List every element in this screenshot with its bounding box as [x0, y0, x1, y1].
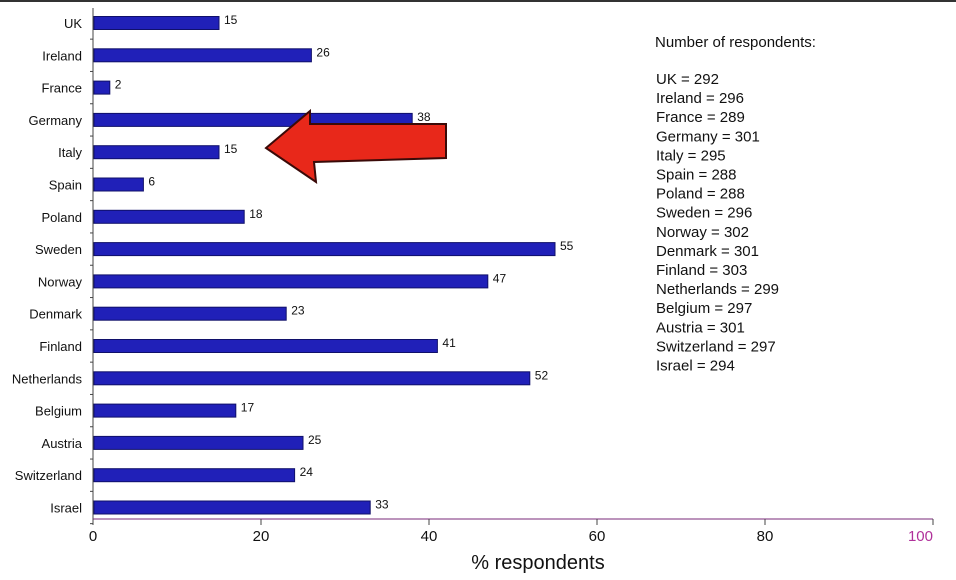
note-title: Number of respondents: [655, 34, 816, 51]
note-line: Switzerland = 297 [656, 338, 776, 355]
value-label: 26 [316, 45, 330, 59]
value-label: 24 [300, 465, 314, 479]
note-line: Netherlands = 299 [656, 281, 779, 298]
note-line: UK = 292 [656, 71, 719, 88]
category-label: Finland [39, 339, 82, 354]
value-label: 17 [241, 401, 255, 415]
x-tick-label: 100 [908, 528, 933, 545]
category-label: France [42, 81, 82, 96]
category-label: Austria [42, 436, 83, 451]
x-tick-label: 20 [253, 528, 270, 545]
x-tick-label: 60 [589, 528, 606, 545]
bar [93, 145, 220, 160]
axes: 0 20 40 60 80 100 [89, 8, 934, 545]
value-labels: 15 26 2 38 15 6 18 55 47 23 41 52 17 25 24 33 [115, 13, 574, 512]
annotation-arrow-icon [264, 108, 447, 185]
category-label: Israel [50, 501, 82, 516]
x-tick-label: 80 [757, 528, 774, 545]
category-label: Sweden [35, 242, 82, 257]
bar [93, 371, 531, 386]
value-label: 23 [291, 304, 305, 318]
bar [93, 242, 556, 257]
category-label: Norway [38, 274, 83, 289]
category-labels: UK Ireland France Germany Italy Spain Poland Sw… [12, 16, 83, 516]
value-label: 6 [148, 175, 155, 189]
category-label: Germany [29, 113, 83, 128]
bar [93, 500, 371, 515]
value-label: 33 [375, 498, 389, 512]
note-line: Ireland = 296 [656, 90, 744, 107]
note-line: Austria = 301 [656, 319, 745, 336]
note-line: Sweden = 296 [656, 205, 752, 222]
value-label: 2 [115, 78, 122, 92]
value-label: 18 [249, 207, 263, 221]
bar [93, 274, 489, 289]
bar [93, 209, 245, 224]
value-label: 41 [442, 336, 456, 350]
bar [93, 80, 111, 95]
value-label: 47 [493, 271, 507, 285]
top-border [0, 0, 956, 2]
bar [93, 435, 304, 450]
value-label: 52 [535, 368, 549, 382]
bar [93, 16, 220, 30]
bar [93, 468, 296, 483]
category-label: Switzerland [15, 468, 82, 483]
note-line: Finland = 303 [656, 262, 747, 279]
bar [93, 403, 237, 418]
category-label: Belgium [35, 404, 82, 419]
note-line: Denmark = 301 [656, 243, 759, 260]
note-line: Israel = 294 [656, 358, 735, 375]
note-line: Norway = 302 [656, 224, 749, 241]
value-label: 15 [224, 13, 238, 27]
category-label: Spain [49, 178, 82, 193]
x-tick-label: 0 [89, 528, 97, 545]
category-label: UK [64, 16, 82, 31]
note-lines: UK = 292 Ireland = 296 France = 289 Germany… [656, 71, 779, 375]
note-line: Belgium = 297 [656, 300, 752, 317]
note-line: Germany = 301 [656, 128, 760, 145]
bar [93, 306, 287, 321]
bar [93, 48, 312, 63]
note-line: Italy = 295 [656, 147, 726, 164]
value-label: 25 [308, 433, 322, 447]
note-line: Spain = 288 [656, 167, 737, 184]
value-label: 38 [417, 110, 431, 124]
category-label: Ireland [42, 48, 82, 63]
note-line: France = 289 [656, 109, 745, 126]
category-label: Denmark [29, 307, 82, 322]
category-label: Netherlands [12, 371, 83, 386]
bars-layer [93, 16, 556, 515]
category-label: Poland [42, 210, 82, 225]
value-label: 15 [224, 142, 238, 156]
note-line: Poland = 288 [656, 186, 745, 203]
x-axis-label: % respondents [471, 552, 604, 574]
x-tick-label: 40 [421, 528, 438, 545]
category-label: Italy [58, 145, 82, 160]
bar [93, 339, 438, 353]
bar [93, 177, 144, 192]
value-label: 55 [560, 239, 574, 253]
